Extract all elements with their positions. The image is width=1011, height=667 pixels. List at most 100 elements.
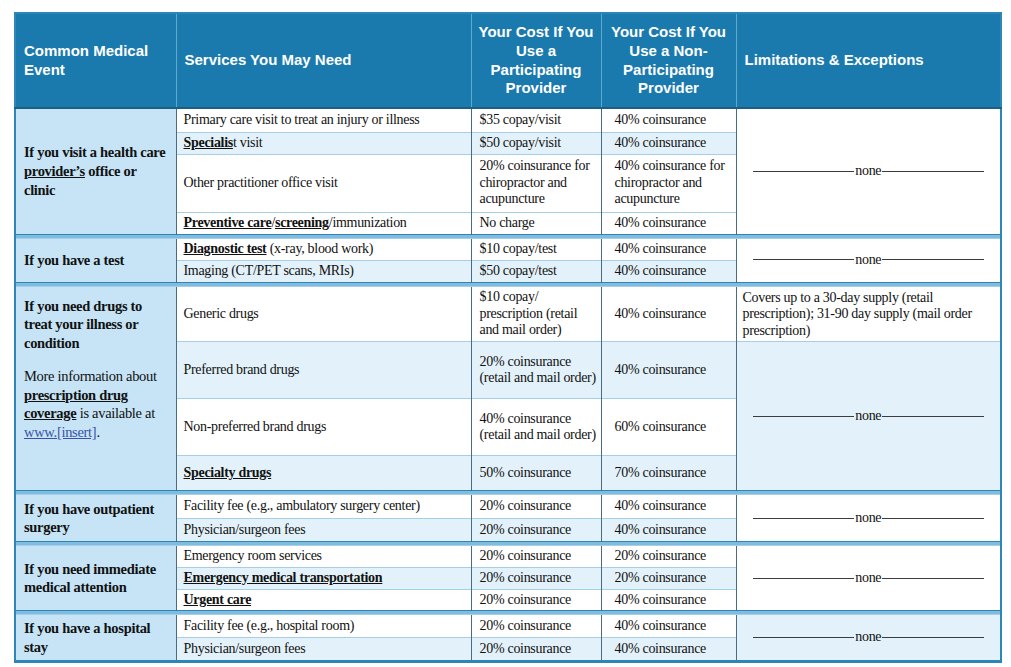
- nonparticipating-cost-cell: 40% coinsurance: [601, 132, 736, 154]
- service-text: (x-ray, blood work): [267, 241, 374, 256]
- service-text: Physician/surgeon fees: [184, 522, 306, 537]
- nonparticipating-cost-cell: 70% coinsurance: [601, 456, 736, 491]
- event-text: If you have a test: [24, 252, 124, 268]
- event-cell-test: If you have a test: [15, 238, 176, 282]
- nonparticipating-cost-cell: 20% coinsurance: [601, 567, 736, 589]
- column-header-services: Services You May Need: [176, 13, 471, 108]
- dash-line: [882, 259, 984, 260]
- note-text: More information about: [24, 368, 157, 384]
- participating-cost-cell: 20% coinsurance: [471, 615, 601, 638]
- service-text: Generic drugs: [184, 306, 259, 321]
- nonparticipating-cost-cell: 40% coinsurance: [601, 286, 736, 342]
- participating-cost-cell: 20% coinsurance (retail and mail order): [471, 342, 601, 399]
- none-label: none: [854, 163, 882, 180]
- glossary-term: Specialty drugs: [184, 465, 272, 480]
- none-label: none: [854, 629, 882, 646]
- service-text: Non-preferred brand drugs: [184, 419, 327, 434]
- nonparticipating-cost-cell: 40% coinsurance: [601, 342, 736, 399]
- nonparticipating-cost-cell: 60% coinsurance: [601, 399, 736, 456]
- service-cell: Emergency medical transportation: [176, 567, 471, 589]
- service-cell: Physician/surgeon fees: [176, 638, 471, 662]
- participating-cost-cell: 20% coinsurance: [471, 638, 601, 662]
- event-cell-hospital-stay: If you have a hospital stay: [15, 615, 176, 662]
- service-cell: Imaging (CT/PET scans, MRIs): [176, 260, 471, 282]
- none-label: none: [854, 252, 882, 269]
- nonparticipating-cost-cell: 40% coinsurance for chiropractor and acu…: [601, 154, 736, 212]
- participating-cost-cell: 20% coinsurance: [471, 546, 601, 568]
- service-cell: Urgent care: [176, 589, 471, 611]
- dash-line: [882, 416, 984, 417]
- service-cell: Specialist visit: [176, 132, 471, 154]
- glossary-term: provider’s: [24, 163, 85, 179]
- service-text: Imaging (CT/PET scans, MRIs): [184, 263, 354, 278]
- table-row: If you need immediate medical attention …: [15, 546, 1001, 568]
- dash-line: [753, 578, 855, 579]
- nonparticipating-cost-cell: 40% coinsurance: [601, 108, 736, 132]
- table-row: If you have outpatient surgery Facility …: [15, 495, 1001, 519]
- table-row: If you visit a health care provider’s of…: [15, 108, 1001, 132]
- column-header-limitations: Limitations & Exceptions: [736, 13, 1001, 108]
- limitations-cell: none: [736, 108, 1001, 234]
- note-text: .: [96, 424, 99, 440]
- benefits-table: Common Medical Event Services You May Ne…: [14, 12, 1002, 663]
- dash-line: [882, 578, 984, 579]
- participating-cost-cell: $35 copay/visit: [471, 108, 601, 132]
- participating-cost-cell: No charge: [471, 212, 601, 234]
- dash-line: [882, 637, 984, 638]
- participating-cost-cell: 40% coinsurance (retail and mail order): [471, 399, 601, 456]
- dash-line: [882, 171, 984, 172]
- participating-cost-cell: 20% coinsurance for chiropractor and acu…: [471, 154, 601, 212]
- nonparticipating-cost-cell: 20% coinsurance: [601, 546, 736, 568]
- glossary-term: screening: [275, 215, 329, 230]
- nonparticipating-cost-cell: 40% coinsurance: [601, 638, 736, 662]
- dash-line: [753, 416, 855, 417]
- dash-line: [753, 518, 855, 519]
- insert-url-link[interactable]: www.​[insert]: [24, 424, 96, 440]
- document-page: Common Medical Event Services You May Ne…: [14, 12, 1002, 663]
- none-label: none: [854, 510, 882, 527]
- limitations-cell: none: [736, 615, 1001, 662]
- service-cell: Facility fee (e.g., hospital room): [176, 615, 471, 638]
- column-header-nonparticipating-cost: Your Cost If You Use a Non-Participating…: [601, 13, 736, 108]
- header-row: Common Medical Event Services You May Ne…: [15, 13, 1001, 108]
- participating-cost-cell: 20% coinsurance: [471, 519, 601, 542]
- event-text: If you need immediate medical attention: [24, 561, 156, 596]
- none-indicator: none: [743, 252, 995, 269]
- participating-cost-cell: 20% coinsurance: [471, 495, 601, 519]
- event-cell-drugs: If you need drugs to treat your illness …: [15, 286, 176, 491]
- service-text: /immunization: [329, 215, 407, 230]
- none-label: none: [854, 570, 882, 587]
- service-cell: Diagnostic test (x-ray, blood work): [176, 238, 471, 260]
- none-indicator: none: [743, 629, 995, 646]
- none-indicator: none: [743, 510, 995, 527]
- service-text: Emergency room services: [184, 548, 322, 563]
- service-cell: Specialty drugs: [176, 456, 471, 491]
- nonparticipating-cost-cell: 40% coinsurance: [601, 615, 736, 638]
- service-cell: Other practitioner office visit: [176, 154, 471, 212]
- service-cell: Non-preferred brand drugs: [176, 399, 471, 456]
- limitations-cell: none: [736, 495, 1001, 542]
- service-cell: Preventive care/screening/immunization: [176, 212, 471, 234]
- glossary-term: Specialis: [184, 135, 233, 150]
- column-header-common-medical-event: Common Medical Event: [15, 13, 176, 108]
- service-text: Physician/surgeon fees: [184, 641, 306, 656]
- column-header-participating-cost: Your Cost If You Use a Participating Pro…: [471, 13, 601, 108]
- service-cell: Physician/surgeon fees: [176, 519, 471, 542]
- service-text: Facility fee (e.g., hospital room): [184, 618, 355, 633]
- nonparticipating-cost-cell: 40% coinsurance: [601, 519, 736, 542]
- limitations-cell: none: [736, 546, 1001, 611]
- table-row: If you need drugs to treat your illness …: [15, 286, 1001, 342]
- service-cell: Facility fee (e.g., ambulatory surgery c…: [176, 495, 471, 519]
- service-cell: Primary care visit to treat an injury or…: [176, 108, 471, 132]
- dash-line: [753, 171, 855, 172]
- service-text: Other practitioner office visit: [184, 175, 338, 190]
- none-indicator: none: [743, 163, 995, 180]
- service-text: Facility fee (e.g., ambulatory surgery c…: [184, 498, 420, 513]
- participating-cost-cell: 20% coinsurance: [471, 567, 601, 589]
- service-cell: Emergency room services: [176, 546, 471, 568]
- service-text: Primary care visit to treat an injury or…: [184, 112, 420, 127]
- table-row: If you have a hospital stay Facility fee…: [15, 615, 1001, 638]
- limitations-cell: Covers up to a 30-day supply (retail pre…: [736, 286, 1001, 342]
- none-label: none: [854, 408, 882, 425]
- limitations-cell: none: [736, 342, 1001, 491]
